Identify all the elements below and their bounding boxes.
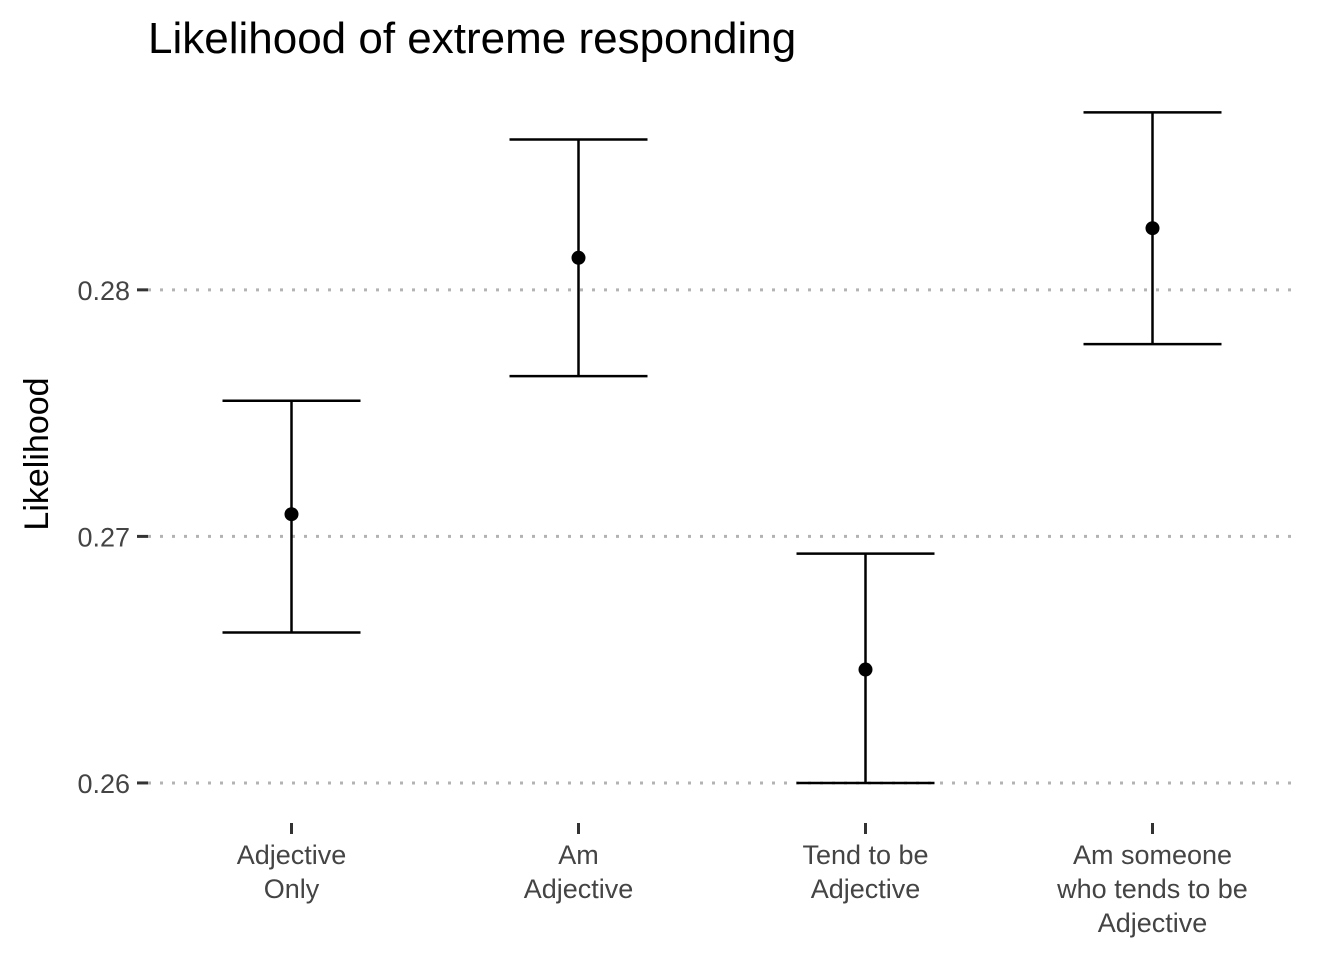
point-estimate [284,507,299,522]
plot-marks [222,111,1222,785]
x-axis: Adjective Only Am Adjective Tend to be Adject… [237,823,1248,938]
y-tick-label: 0.26 [77,769,130,799]
point-estimate [858,662,873,677]
point-estimate [1145,221,1160,236]
y-axis-title: Likelihood [18,377,56,530]
x-tick-label: Adjective Only [237,840,347,904]
x-tick-label: Tend to be Adjective [802,840,928,904]
grid-lines [148,288,1296,785]
point-estimate [571,250,586,265]
x-tick-label: Am Adjective [524,840,634,904]
y-tick-label: 0.27 [77,522,130,552]
y-tick-label: 0.28 [77,276,130,306]
chart-title: Likelihood of extreme responding [148,14,797,63]
y-axis: 0.26 0.27 0.28 [77,276,148,799]
x-tick-label: Am someone who tends to be Adjective [1056,840,1248,938]
